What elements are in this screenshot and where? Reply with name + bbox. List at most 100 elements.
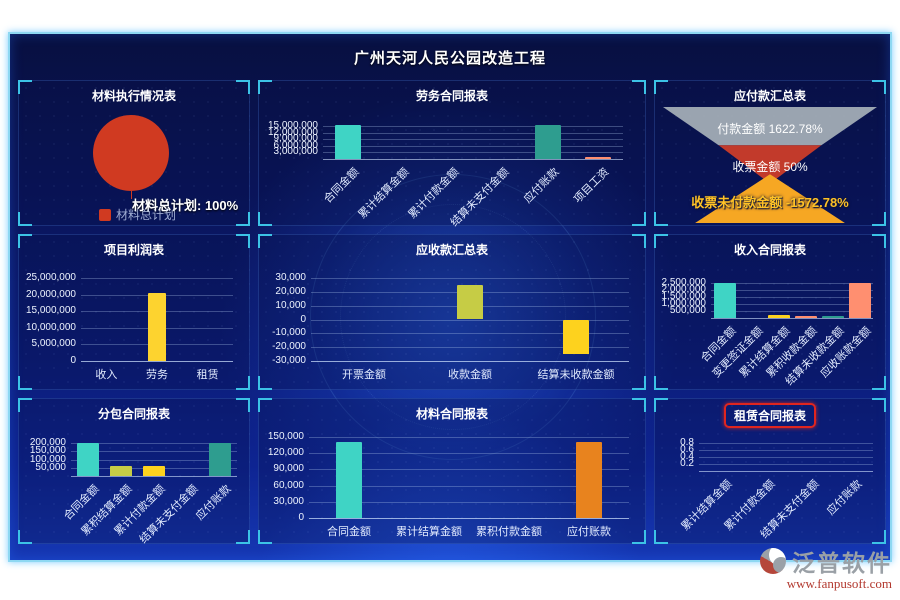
x-axis-category-label: 开票金额 (342, 369, 386, 381)
chart-income-contract-bars[interactable]: 2,500,000 2,000,000 1,500,000 1,000,000 500,… (654, 235, 886, 390)
y-axis-tick-label: 6,000,000 (273, 139, 319, 151)
x-axis-category-label: 结算未收款金额 (537, 369, 615, 381)
bar-累积结算金额[interactable] (109, 466, 132, 476)
panel-title-text: 材料合同报表 (415, 407, 488, 421)
panel-title-payable-summary: 应付款汇总表 (655, 85, 885, 106)
chart-project-profit-bars[interactable]: 25,000,000 20,000,000 15,000,000 10,000,000… (18, 235, 250, 390)
y-axis-tick-label: 0.8 (680, 437, 694, 448)
bar-累计付款金额[interactable] (143, 466, 165, 476)
y-axis-tick-label: 1,500,000 (661, 291, 707, 302)
gridline (711, 304, 873, 305)
pie-label-pointer-line (131, 191, 132, 199)
panel-title-text: 租赁合同报表 (723, 403, 816, 428)
vendor-url[interactable]: www.fanpusoft.com (786, 576, 892, 591)
panel-labor-contract: 劳务合同报表 15,000,000 12,000,000 9,000,000 6,00… (258, 80, 646, 229)
y-axis-tick-label: 60,000 (273, 479, 304, 491)
y-axis-tick-label: 20,000 (275, 285, 306, 297)
y-axis-tick-label: 500,000 (669, 305, 706, 316)
x-axis-category-label: 累积付款金额 (476, 526, 542, 538)
gridline (323, 145, 623, 147)
panel-title-material-execution: 材料执行情况表 (19, 85, 249, 106)
y-axis-tick-label: 10,000 (275, 299, 306, 311)
chart-material-contract-bars[interactable]: 150,000 120,000 90,000 60,000 30,000 0 合同金额 累计结… (258, 399, 646, 544)
panel-title-project-profit: 项目利润表 (19, 239, 249, 260)
x-axis-category-label: 结算未支付金额 (137, 483, 201, 546)
panel-title-labor-contract: 劳务合同报表 (259, 85, 645, 106)
chart-receivable-summary-bars[interactable]: 30,000 20,000 10,000 0 -10,000 -20,000 -30,000… (258, 235, 646, 390)
panel-title-lease-contract: 租赁合同报表 (655, 403, 885, 428)
y-axis-tick-label: 15,000,000 (25, 305, 76, 317)
funnel-label-收票金额: 收票金额 50% (732, 160, 808, 175)
y-axis-tick-label: 25,000,000 (25, 272, 76, 283)
bar-收款金额[interactable] (457, 284, 483, 320)
chart-payable-summary-funnel[interactable]: 付款金额 1622.78% 收票金额 50% 收票未付款金额 -1572.78% (654, 81, 886, 226)
bar-累计结算金额[interactable] (767, 315, 790, 318)
bar-合同金额[interactable] (713, 283, 736, 318)
y-axis-tick-label: 50,000 (35, 461, 66, 473)
vendor-logo[interactable]: 泛普软件 www.fanpusoft.com (760, 544, 892, 592)
y-axis-tick-label: 30,000 (275, 272, 306, 283)
bar-合同金额[interactable] (76, 443, 99, 476)
x-axis-category-label: 应付账款 (194, 483, 234, 523)
gridline (699, 450, 873, 451)
gridline (699, 464, 873, 465)
panel-title-text: 项目利润表 (103, 243, 164, 257)
bar-应付账款[interactable] (576, 442, 602, 518)
funnel-label-收票未付款金额: 收票未付款金额 -1572.78% (691, 194, 849, 210)
gridline (71, 443, 237, 444)
x-axis-category-label: 租赁 (196, 369, 219, 381)
x-axis-category-label: 收入 (95, 369, 118, 381)
panel-grid: 材料执行情况表 材料总计划: 100% 材料总计划 劳务合同报表 15,000,0… (10, 80, 890, 546)
bar-结算未收款金额[interactable] (563, 319, 589, 355)
gridline (711, 297, 873, 298)
gridline (711, 311, 873, 312)
gridline (309, 501, 629, 503)
legend-item-材料总计划[interactable]: 材料总计划 (99, 206, 176, 223)
y-axis-tick-label: 1,000,000 (661, 298, 707, 309)
x-axis-line (81, 361, 233, 362)
chart-labor-contract-bars[interactable]: 15,000,000 12,000,000 9,000,000 6,000,000 3,… (258, 81, 646, 229)
chart-subcontract-bars[interactable]: 200,000 150,000 100,000 50,000 合同金额 累积结算金额 累计付… (18, 399, 250, 546)
gridline (309, 485, 629, 487)
panel-income-contract: 收入合同报表 2,500,000 2,000,000 1,500,000 1,000,… (654, 234, 886, 390)
x-axis-line (323, 159, 623, 160)
bar-合同金额[interactable] (336, 442, 362, 518)
y-axis-tick-label: 200,000 (29, 437, 66, 448)
gridline (699, 443, 873, 444)
y-axis-tick-label: 2,500,000 (661, 277, 707, 288)
bar-累积收款金额[interactable] (794, 316, 817, 318)
pie-value-label: 材料总计划: 100% (132, 198, 239, 213)
bar-劳务[interactable] (148, 292, 166, 361)
panel-title-text: 劳务合同报表 (415, 89, 488, 103)
y-axis-tick-label: -10,000 (272, 327, 306, 339)
gridline (311, 278, 629, 279)
y-axis-tick-label: 9,000,000 (273, 133, 319, 145)
bar-合同金额[interactable] (335, 124, 361, 159)
x-axis-line (311, 361, 629, 362)
x-axis-category-label: 累计结算金额 (396, 526, 462, 538)
chart-material-execution-pie[interactable]: 材料总计划: 100% 材料总计划 (18, 81, 250, 226)
gridline (699, 457, 873, 458)
y-axis-tick-label: 0 (70, 355, 76, 366)
gridline (323, 126, 623, 127)
panel-subcontract: 分包合同报表 200,000 150,000 100,000 50,000 合同金额 累积… (18, 398, 250, 546)
panel-title-income-contract: 收入合同报表 (655, 239, 885, 260)
gridline (71, 459, 237, 461)
y-axis-tick-label: -20,000 (272, 341, 306, 353)
x-axis-category-label: 项目工资 (571, 166, 612, 206)
bar-应付账款[interactable] (209, 443, 232, 476)
bar-结算未收款金额[interactable] (821, 316, 844, 318)
bar-应付账款[interactable] (535, 125, 561, 159)
pie-slice-材料总计划[interactable] (93, 115, 169, 191)
y-axis-tick-label: 100,000 (29, 453, 66, 465)
gridline (71, 451, 237, 453)
gridline (323, 132, 623, 134)
x-axis-category-label: 应付账款 (521, 166, 562, 206)
panel-receivable-summary: 应收款汇总表 30,000 20,000 10,000 0 -10,000 -20,000… (258, 234, 646, 390)
x-axis-category-label: 累计结算金额 (356, 166, 412, 222)
bar-项目工资[interactable] (585, 157, 611, 159)
panel-material-execution: 材料执行情况表 材料总计划: 100% 材料总计划 (18, 80, 250, 226)
bar-应收账款金额[interactable] (848, 283, 871, 318)
panel-title-text: 应收款汇总表 (415, 243, 488, 257)
panel-project-profit: 项目利润表 25,000,000 20,000,000 15,000,000 10,0… (18, 234, 250, 390)
